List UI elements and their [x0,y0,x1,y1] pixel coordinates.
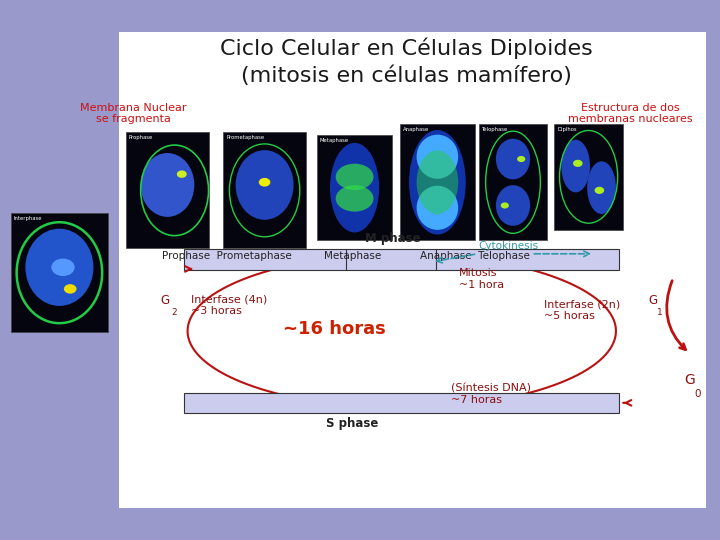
Text: ~16 horas: ~16 horas [284,320,386,339]
Circle shape [64,284,76,294]
Ellipse shape [336,164,374,190]
Bar [317,135,392,240]
Text: Anaphase  Telophase: Anaphase Telophase [420,251,530,261]
Text: Metaphase: Metaphase [324,251,382,261]
Ellipse shape [409,130,466,234]
Text: 1: 1 [657,308,663,317]
Text: Interfase (4n)
~3 horas: Interfase (4n) ~3 horas [191,294,267,316]
Text: G: G [648,294,657,307]
Ellipse shape [25,229,94,306]
Text: Estructura de dos
membranas nucleares: Estructura de dos membranas nucleares [567,103,693,124]
Text: S phase: S phase [325,417,378,430]
Circle shape [517,156,526,162]
Text: M phase: M phase [364,232,420,245]
Text: Prophase  Prometaphase: Prophase Prometaphase [162,251,292,261]
Bar [554,124,623,230]
Bar [126,132,209,248]
Text: Prophase: Prophase [129,135,153,140]
Ellipse shape [562,140,590,192]
Ellipse shape [336,185,374,212]
Circle shape [51,259,75,276]
Bar [11,213,108,332]
Bar [400,124,475,240]
Bar [119,32,706,508]
Text: Ciclo Celular en Células Diploides
(mitosis en células mamífero): Ciclo Celular en Células Diploides (mito… [220,38,593,85]
Text: 2: 2 [171,308,177,317]
Bar [479,124,547,240]
Ellipse shape [140,153,194,217]
Ellipse shape [330,143,379,232]
Circle shape [573,160,582,167]
Bar [184,393,619,413]
Text: Telophase: Telophase [482,127,508,132]
Text: Cytokinesis: Cytokinesis [479,241,539,251]
Text: G: G [160,294,169,307]
Text: Prometaphase: Prometaphase [226,135,264,140]
Text: Membrana Nuclear
se fragmenta: Membrana Nuclear se fragmenta [80,103,186,124]
Text: Metaphase: Metaphase [320,138,348,143]
Text: Interphase: Interphase [14,216,42,221]
Text: Mitosis
~1 hora: Mitosis ~1 hora [459,268,504,290]
Ellipse shape [417,186,458,230]
Ellipse shape [496,185,530,226]
Text: Diplhos: Diplhos [557,127,577,132]
Ellipse shape [235,150,294,220]
Text: G: G [684,373,695,387]
Bar [184,249,619,270]
Circle shape [177,171,186,178]
Text: Interfase (2n)
~5 horas: Interfase (2n) ~5 horas [544,300,620,321]
Circle shape [500,202,509,208]
Text: 0: 0 [695,389,701,399]
Circle shape [258,178,271,187]
Circle shape [595,187,604,194]
Text: (Síntesis DNA)
~7 horas: (Síntesis DNA) ~7 horas [451,383,531,405]
Text: Anaphase: Anaphase [402,127,428,132]
Bar [223,132,306,248]
Ellipse shape [417,150,458,214]
Ellipse shape [588,161,616,214]
Ellipse shape [417,134,458,179]
Ellipse shape [496,139,530,179]
